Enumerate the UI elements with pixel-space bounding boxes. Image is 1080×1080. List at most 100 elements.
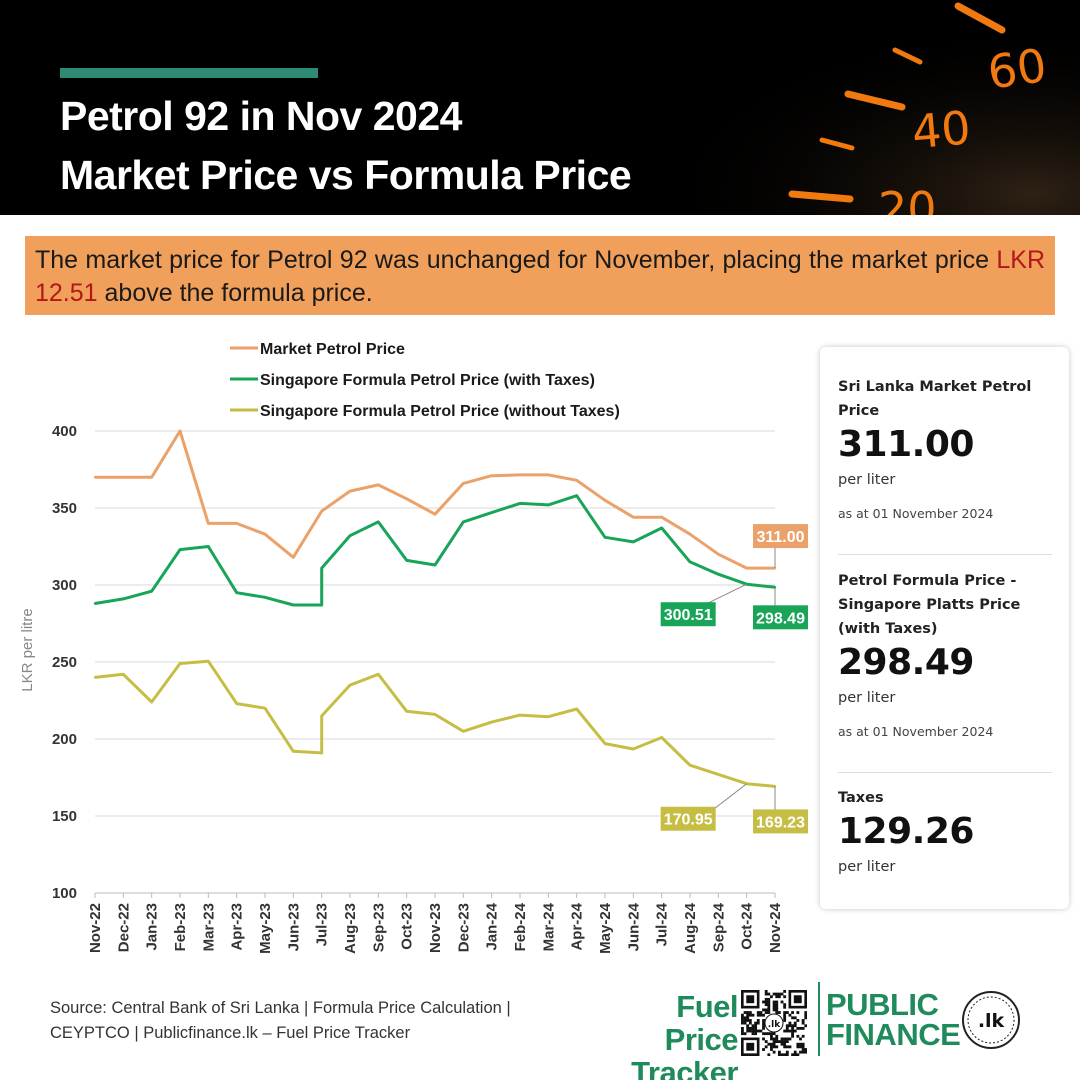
public-finance-logo: PUBLIC FINANCE xyxy=(826,989,961,1050)
gauge-number-40: 40 xyxy=(910,100,973,159)
y-tick-label: 250 xyxy=(52,654,77,671)
qr-module xyxy=(741,1019,744,1022)
qr-module xyxy=(783,1029,787,1033)
qr-module xyxy=(775,1000,779,1004)
data-point xyxy=(462,520,465,524)
x-tick-label: Jun-24 xyxy=(625,902,642,951)
qr-module xyxy=(772,992,776,996)
card-divider xyxy=(838,772,1052,773)
x-tick-label: Mar-23 xyxy=(200,903,217,951)
data-point xyxy=(207,545,210,548)
x-tick-label: Sep-24 xyxy=(710,902,727,952)
data-point xyxy=(462,730,465,733)
qr-module xyxy=(767,1003,771,1007)
page-subtitle: Market Price vs Formula Price xyxy=(60,152,632,198)
qr-module xyxy=(804,1011,807,1014)
qr-module xyxy=(801,1045,805,1049)
qr-module xyxy=(762,1013,765,1017)
qr-module xyxy=(764,1040,768,1043)
qr-module xyxy=(754,1029,758,1033)
qr-module xyxy=(780,1037,784,1041)
qr-module xyxy=(785,1026,789,1030)
qr-module xyxy=(754,1024,758,1028)
qr-module xyxy=(777,1040,781,1043)
data-point xyxy=(122,597,125,601)
data-point xyxy=(320,603,323,607)
data-label-box xyxy=(753,809,808,834)
data-point xyxy=(490,720,493,724)
qr-module xyxy=(756,1029,760,1033)
qr-module xyxy=(775,995,779,999)
data-point xyxy=(433,563,437,567)
qr-module xyxy=(788,1037,792,1041)
market-price-value: 311.00 xyxy=(838,424,974,465)
data-point xyxy=(688,532,692,536)
qr-module xyxy=(791,1034,794,1038)
data-point xyxy=(377,520,380,524)
data-label: 300.51 xyxy=(664,607,713,624)
qr-center-badge xyxy=(764,1013,784,1033)
qr-module xyxy=(770,1048,773,1051)
qr-center-text: .lk xyxy=(768,1020,782,1030)
qr-module xyxy=(791,1024,794,1028)
qr-module xyxy=(777,1011,781,1014)
x-tick-label: Apr-23 xyxy=(229,903,246,951)
data-point xyxy=(122,476,125,479)
qr-module xyxy=(751,1029,755,1033)
y-tick-label: 350 xyxy=(52,500,77,517)
data-point xyxy=(263,707,267,710)
qr-module xyxy=(746,1011,750,1014)
qr-module xyxy=(793,1053,797,1056)
qr-module xyxy=(791,1026,794,1030)
y-tick-label: 400 xyxy=(52,423,77,440)
data-point xyxy=(518,473,522,477)
x-tick-label: Apr-24 xyxy=(569,902,586,950)
market-price-section: Sri Lanka Market Petrol Price 311.00 per… xyxy=(838,375,1052,523)
qr-module xyxy=(772,1037,776,1041)
qr-module xyxy=(743,1032,747,1036)
data-point xyxy=(235,522,238,525)
qr-module xyxy=(762,1024,765,1028)
data-point xyxy=(575,479,578,482)
qr-module xyxy=(788,1013,792,1017)
qr-module xyxy=(793,1050,797,1054)
qr-module xyxy=(799,1042,802,1046)
qr-module xyxy=(746,1019,750,1022)
data-point xyxy=(717,553,720,556)
qr-module xyxy=(780,1000,784,1004)
qr-module xyxy=(788,1021,792,1025)
qr-module xyxy=(743,1016,747,1020)
y-tick-label: 100 xyxy=(52,885,77,902)
x-tick-label: Dec-22 xyxy=(115,903,132,952)
qr-module xyxy=(783,1042,787,1046)
qr-module xyxy=(748,1019,752,1022)
data-point xyxy=(518,713,522,717)
qr-module xyxy=(796,1053,800,1056)
qr-module xyxy=(756,1013,760,1017)
qr-module xyxy=(799,1026,802,1030)
qr-module xyxy=(759,1013,763,1017)
seal-text: .lk xyxy=(978,1010,1005,1032)
qr-module xyxy=(783,990,787,993)
qr-module xyxy=(783,1003,787,1007)
data-point xyxy=(263,532,267,536)
qr-module xyxy=(793,1016,797,1020)
qr-module xyxy=(762,1037,765,1041)
qr-module xyxy=(767,1000,771,1004)
taxes-section: Taxes 129.26 per liter xyxy=(838,786,1052,878)
qr-module xyxy=(770,1045,773,1049)
qr-module xyxy=(783,1045,787,1049)
qr-module xyxy=(741,1032,744,1036)
data-label: 169.23 xyxy=(756,814,805,831)
series-line xyxy=(94,659,776,788)
y-tick-label: 200 xyxy=(52,731,77,748)
qr-module xyxy=(796,1011,800,1014)
qr-module xyxy=(764,1011,768,1014)
x-tick-label: Nov-23 xyxy=(427,903,444,953)
qr-module xyxy=(783,1005,787,1009)
note-text-before: The market price for Petrol 92 was uncha… xyxy=(35,246,997,274)
qr-code[interactable]: .lk xyxy=(741,990,807,1056)
qr-module xyxy=(775,1005,779,1009)
qr-module xyxy=(780,1053,784,1056)
data-point xyxy=(320,566,323,570)
